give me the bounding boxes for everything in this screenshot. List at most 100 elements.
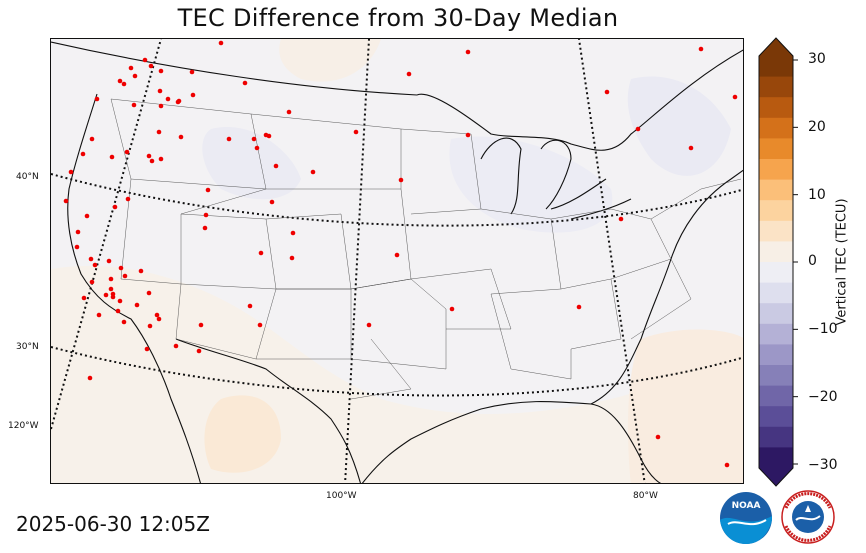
station-marker: [198, 322, 204, 328]
station-marker: [88, 256, 94, 262]
station-marker: [406, 71, 412, 77]
station-marker: [115, 308, 121, 314]
colorbar-title: Vertical TEC (TECU): [834, 198, 850, 326]
station-marker: [109, 154, 115, 160]
station-marker: [108, 276, 114, 282]
station-marker: [84, 213, 90, 219]
station-marker: [258, 250, 264, 256]
station-marker: [218, 40, 224, 46]
lon-label-120w: 120°W: [8, 421, 39, 431]
colorbar-segment: [759, 97, 793, 119]
colorbar-segment: [759, 365, 793, 387]
station-marker: [68, 169, 74, 175]
station-marker: [202, 225, 208, 231]
station-marker: [289, 255, 295, 261]
map-title: TEC Difference from 30-Day Median: [177, 4, 619, 32]
colorbar-segment: [759, 179, 793, 201]
station-marker: [655, 434, 661, 440]
station-marker: [87, 375, 93, 381]
station-marker: [242, 80, 248, 86]
station-marker: [131, 102, 137, 108]
station-marker: [263, 132, 269, 138]
station-marker: [173, 343, 179, 349]
nws-logo: [780, 488, 836, 550]
station-marker: [203, 212, 209, 218]
colorbar-tick: 30: [808, 51, 826, 67]
colorbar-segment: [759, 385, 793, 407]
station-marker: [189, 69, 195, 75]
colorbar-tick: −30: [808, 457, 838, 473]
station-marker: [158, 68, 164, 74]
station-marker: [257, 322, 263, 328]
station-marker: [366, 322, 372, 328]
station-marker: [148, 63, 154, 69]
colorbar-segment: [759, 406, 793, 428]
colorbar-segment: [759, 303, 793, 325]
station-marker: [178, 134, 184, 140]
colorbar-segment: [759, 117, 793, 139]
svg-text:NOAA: NOAA: [732, 501, 761, 511]
station-marker: [269, 199, 275, 205]
colorbar-segment: [759, 56, 793, 78]
station-marker: [122, 273, 128, 279]
colorbar-segment: [759, 200, 793, 222]
station-marker: [81, 295, 87, 301]
colorbar-tick: 0: [808, 253, 817, 269]
colorbar-segment: [759, 447, 793, 469]
colorbar-segment: [759, 159, 793, 181]
station-marker: [157, 88, 163, 94]
station-marker: [149, 158, 155, 164]
map-canvas: [51, 39, 743, 483]
colorbar-tick: 10: [808, 187, 826, 203]
station-marker: [75, 229, 81, 235]
station-marker: [106, 258, 112, 264]
station-marker: [688, 145, 694, 151]
station-marker: [146, 290, 152, 296]
station-markers: [63, 40, 738, 468]
station-marker: [398, 177, 404, 183]
station-marker: [190, 92, 196, 98]
colorbar-segment: [759, 282, 793, 304]
timestamp: 2025-06-30 12:05Z: [16, 512, 210, 536]
station-marker: [205, 187, 211, 193]
station-marker: [132, 73, 138, 79]
station-marker: [134, 302, 140, 308]
station-marker: [108, 286, 114, 292]
station-marker: [124, 149, 130, 155]
station-marker: [74, 244, 80, 250]
colorbar-segment: [759, 138, 793, 160]
colorbar-segment: [759, 262, 793, 284]
station-marker: [110, 291, 116, 297]
station-marker: [147, 323, 153, 329]
station-marker: [290, 230, 296, 236]
station-marker: [118, 265, 124, 271]
station-marker: [156, 316, 162, 322]
station-marker: [226, 136, 232, 142]
station-marker: [112, 204, 118, 210]
station-marker: [176, 98, 182, 104]
colorbar-tick: −10: [808, 321, 838, 337]
tec-map: [50, 38, 744, 484]
station-marker: [247, 303, 253, 309]
colorbar-max-extend: [759, 38, 793, 56]
station-marker: [128, 65, 134, 71]
station-marker: [117, 78, 123, 84]
colorbar-segment: [759, 426, 793, 448]
colorbar-min-extend: [759, 468, 793, 486]
colorbar-segment: [759, 344, 793, 366]
lat-label-40n: 40°N: [16, 172, 39, 182]
station-marker: [604, 89, 610, 95]
lat-label-30n: 30°N: [16, 342, 39, 352]
station-marker: [449, 306, 455, 312]
colorbar-segment: [759, 76, 793, 98]
station-marker: [138, 268, 144, 274]
station-marker: [465, 132, 471, 138]
station-marker: [196, 348, 202, 354]
station-marker: [158, 156, 164, 162]
station-marker: [310, 169, 316, 175]
station-marker: [92, 262, 98, 268]
station-marker: [144, 346, 150, 352]
station-marker: [618, 216, 624, 222]
lon-label-100w: 100°W: [326, 491, 357, 501]
station-marker: [103, 292, 109, 298]
